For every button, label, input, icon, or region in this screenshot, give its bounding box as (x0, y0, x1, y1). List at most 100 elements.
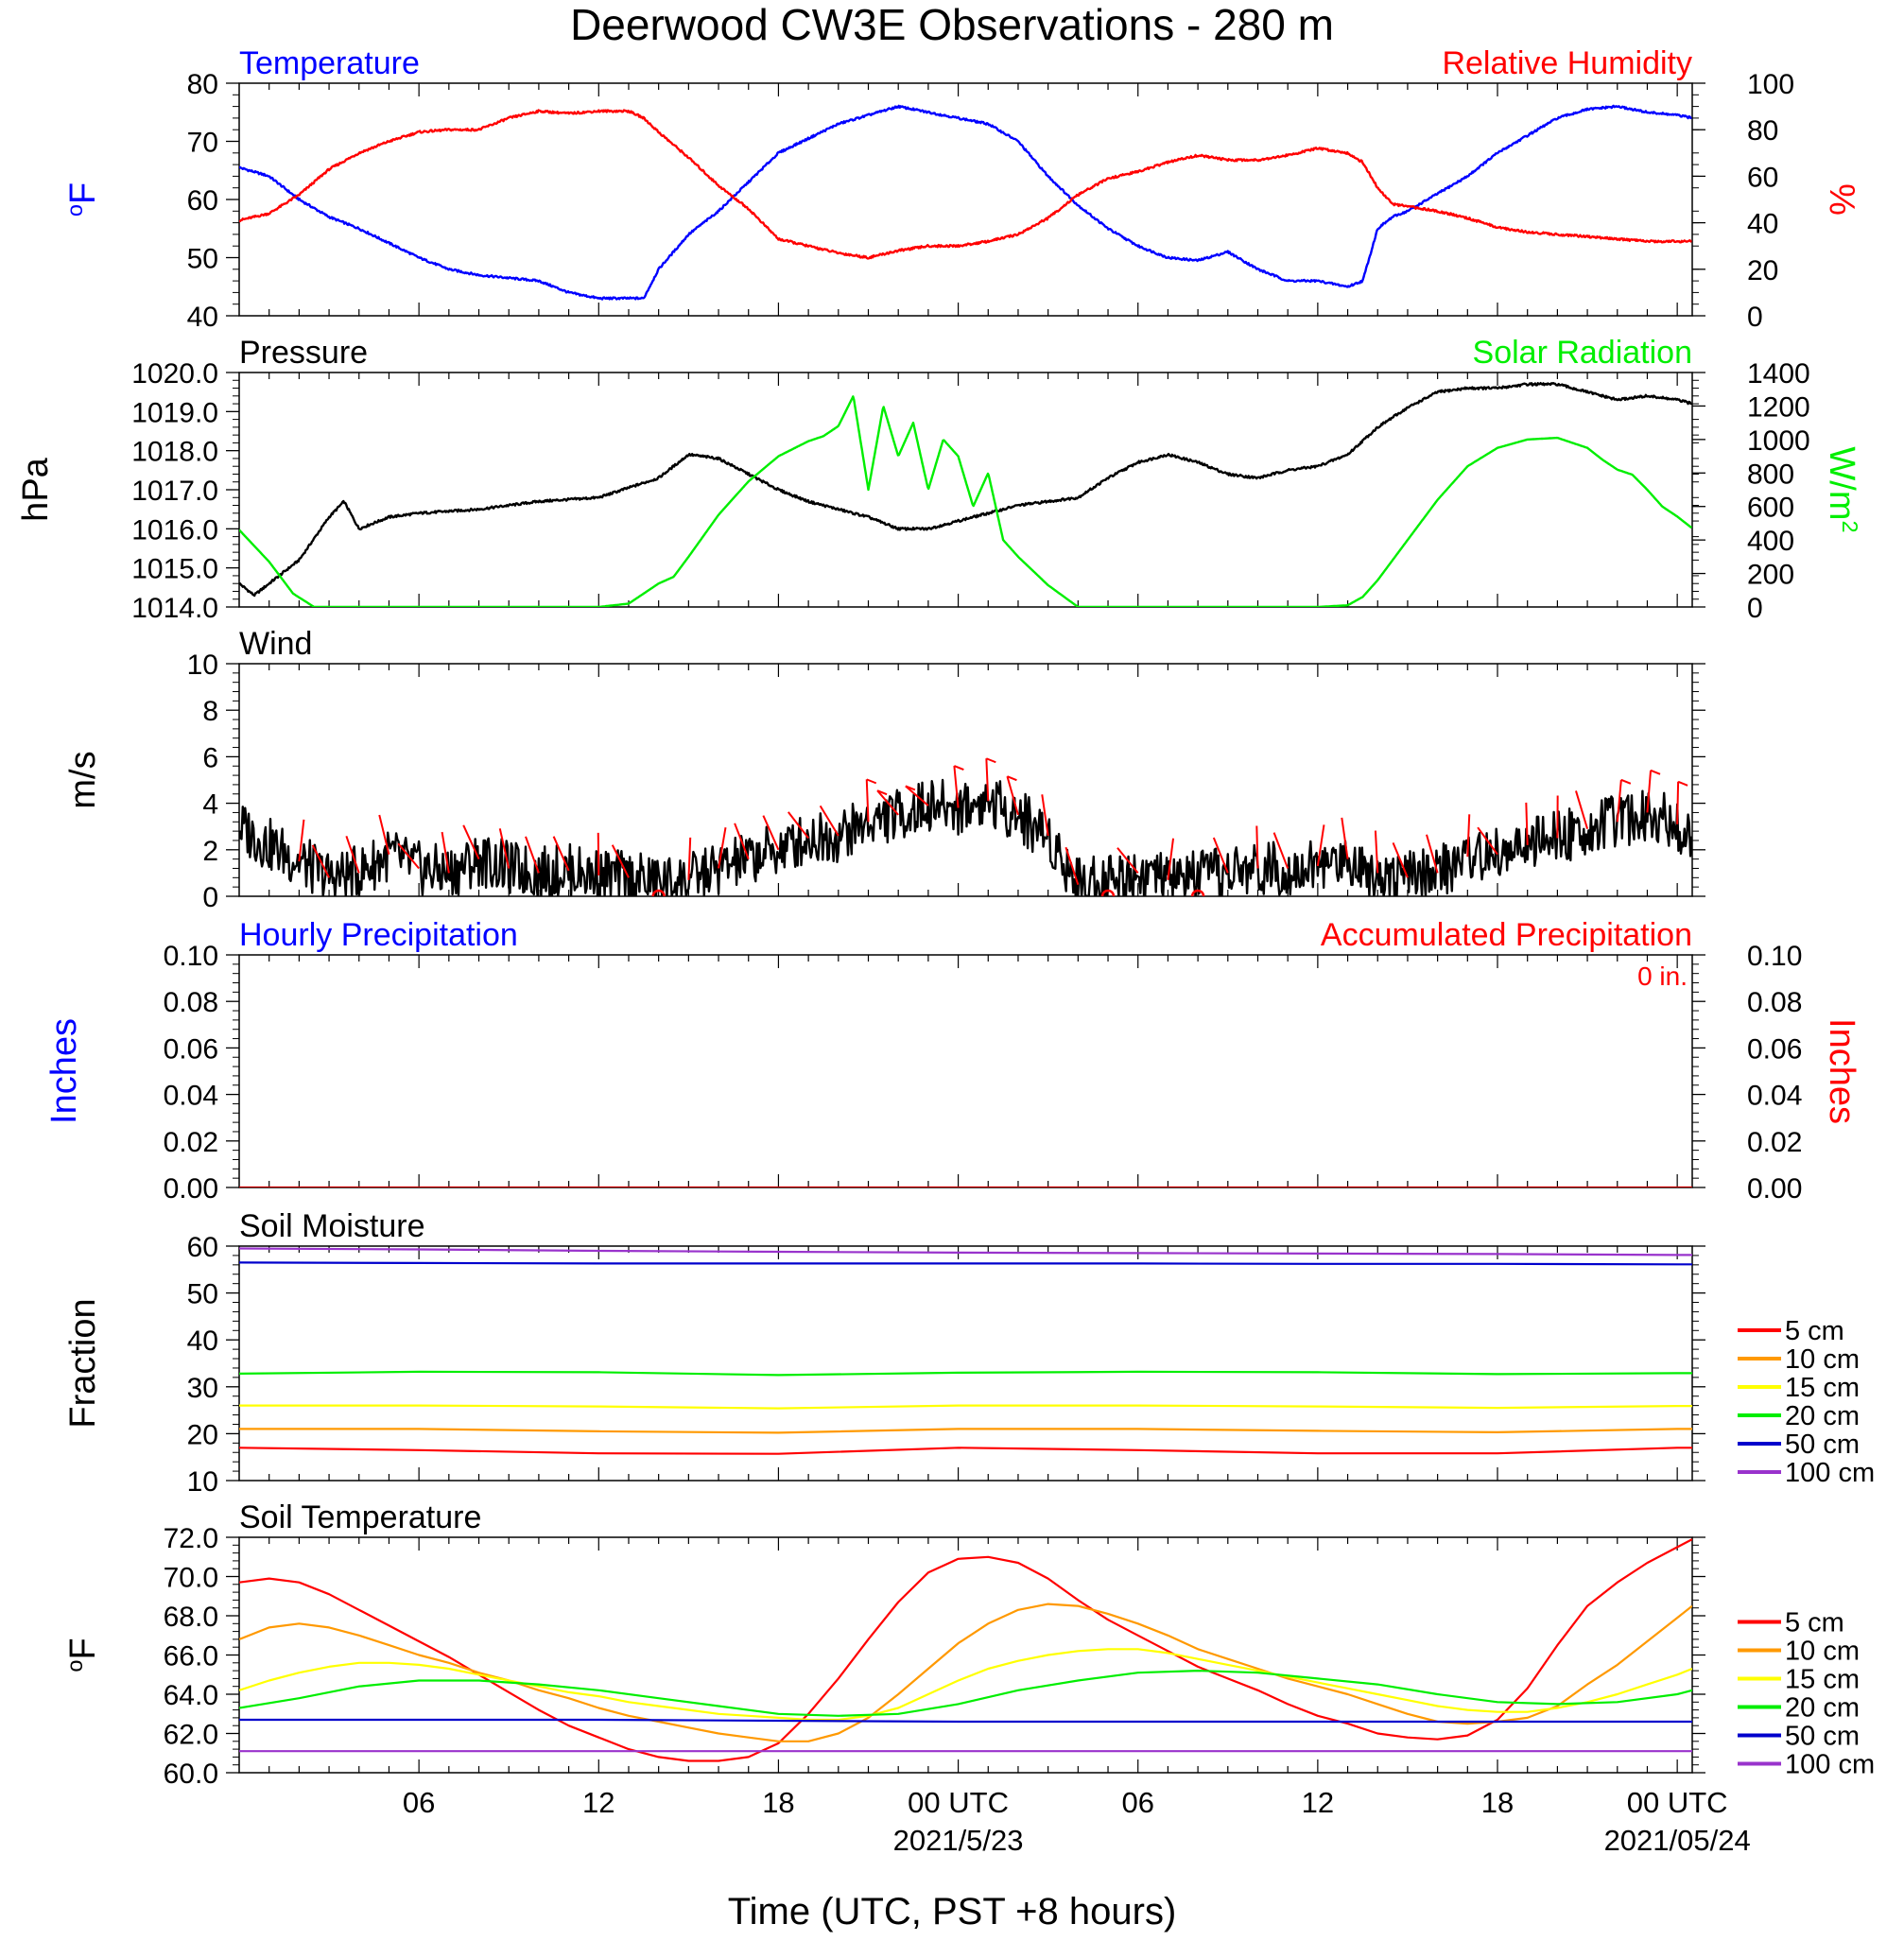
y-tick-label-left: 8 (202, 696, 218, 727)
wind-barb (1466, 814, 1471, 858)
series-line-5-cm (239, 1447, 1692, 1455)
wind-barb (498, 828, 511, 869)
series-line-15-cm (239, 1648, 1692, 1722)
panel-title-left: Hourly Precipitation (239, 917, 518, 953)
y-tick-label-left: 0.08 (164, 987, 218, 1018)
panel-3: 0 2 4 6 8 10 Wind m/s (63, 626, 1705, 913)
y-tick-label-left: 40 (187, 302, 218, 333)
y-tick-label-left: 20 (187, 1419, 218, 1450)
y-tick-label-left: 1016.0 (131, 514, 218, 546)
legend-label: 15 cm (1785, 1373, 1860, 1403)
y-tick-label-left: 66.0 (164, 1641, 218, 1672)
wind-barb-flag (905, 785, 916, 791)
x-tick-label: 06 (1121, 1786, 1153, 1819)
y-tick-label-left: 1020.0 (131, 358, 218, 390)
x-tick-label: 12 (1302, 1786, 1334, 1819)
axis-title-left: oF (62, 182, 103, 217)
wind-barb (462, 824, 480, 860)
panel-frame (238, 1536, 1693, 1774)
x-tick-label: 18 (1481, 1786, 1514, 1819)
y-tick-label-left: 60.0 (164, 1759, 218, 1790)
y-tick-label-right: 200 (1747, 560, 1794, 591)
legend-label: 20 cm (1785, 1401, 1860, 1431)
plot-area (239, 1538, 1692, 1762)
y-tick-label-left: 62.0 (164, 1720, 218, 1751)
y-tick-label-left: 50 (187, 244, 218, 275)
plot-area (239, 757, 1692, 896)
y-tick-label-right: 20 (1747, 255, 1778, 286)
panel-annotation: 0 in. (1637, 962, 1688, 991)
wind-barb (734, 823, 750, 860)
panel-title-right: Relative Humidity (1442, 45, 1692, 81)
wind-barb (819, 805, 839, 837)
axis-title-left: oF (62, 1638, 103, 1672)
panel-5: 10 20 30 40 50 60 Soil Moisture Fraction 5 cm10 … (63, 1208, 1875, 1498)
y-tick-label-left: 1018.0 (131, 437, 218, 468)
panel-title-left: Temperature (239, 45, 420, 81)
legend-label: 5 cm (1785, 1608, 1844, 1638)
x-tick-label: 12 (582, 1786, 614, 1819)
series-line-20-cm (239, 1370, 1692, 1377)
wind-barb-flag (1620, 778, 1632, 785)
y-tick-label-left: 30 (187, 1373, 218, 1404)
wind-barb (1646, 770, 1653, 813)
panel-title-left: Wind (239, 626, 312, 662)
wind-barb (298, 819, 305, 862)
panel-frame (238, 954, 1693, 1188)
y-tick-label-left: 4 (202, 789, 218, 821)
y-tick-label-left: 1017.0 (131, 476, 218, 507)
wind-barb (1272, 832, 1290, 869)
y-tick-label-left: 60 (187, 1232, 218, 1263)
y-tick-label-right: 1000 (1747, 425, 1810, 457)
wind-barb (1041, 794, 1049, 837)
wind-barb (311, 844, 330, 878)
wind-calm-marker (1190, 889, 1205, 896)
wind-barb (953, 765, 960, 808)
legend-label: 10 cm (1785, 1344, 1860, 1375)
x-date-label: 2021/05/24 (1604, 1824, 1751, 1857)
axis-title-left: Fraction (63, 1298, 103, 1428)
wind-barb (1525, 802, 1529, 845)
y-tick-label-right: 0 (1747, 302, 1763, 333)
y-tick-label-right: 0.02 (1747, 1127, 1802, 1158)
wind-barb (1676, 781, 1680, 824)
series-line-5-cm (239, 1538, 1692, 1762)
y-tick-label-right: 60 (1747, 162, 1778, 193)
axis-title-left: hPa (16, 457, 56, 521)
y-tick-label-right: 0.04 (1747, 1081, 1802, 1112)
series-line-temperature (239, 104, 1692, 301)
y-tick-label-left: 2 (202, 836, 218, 867)
wind-barb (687, 837, 692, 880)
wind-barb (611, 844, 630, 878)
panel-title-left: Soil Temperature (239, 1499, 481, 1535)
y-tick-label-left: 0.06 (164, 1033, 218, 1065)
y-tick-label-left: 0.02 (164, 1127, 218, 1158)
y-tick-label-left: 0.10 (164, 941, 218, 972)
series-line-10-cm (239, 1428, 1692, 1434)
y-tick-label-left: 64.0 (164, 1680, 218, 1711)
y-tick-label-right: 40 (1747, 209, 1778, 240)
y-tick-label-right: 0 (1747, 593, 1763, 624)
plot-area (239, 1247, 1692, 1455)
legend-label: 50 cm (1785, 1722, 1860, 1752)
wind-barb (597, 832, 600, 875)
wind-barb (1116, 847, 1139, 875)
wind-barb (397, 842, 420, 870)
plot-area (239, 382, 1692, 607)
wind-barb-flag (1677, 780, 1688, 787)
series-line-pressure (239, 382, 1692, 598)
y-tick-label-right: 1400 (1747, 358, 1810, 390)
y-tick-label-left: 1015.0 (131, 554, 218, 585)
y-tick-label-right: 80 (1747, 115, 1778, 147)
wind-barb (1616, 779, 1622, 823)
y-tick-label-left: 1014.0 (131, 593, 218, 624)
y-tick-label-right: 100 (1747, 69, 1794, 100)
axis-title-left: m/s (63, 751, 103, 808)
y-tick-label-left: 0 (202, 882, 218, 913)
figure-title: Deerwood CW3E Observations - 280 m (570, 0, 1334, 49)
y-tick-label-right: 800 (1747, 459, 1794, 490)
wind-barb (1006, 775, 1019, 816)
wind-barb-flag (1650, 769, 1661, 775)
